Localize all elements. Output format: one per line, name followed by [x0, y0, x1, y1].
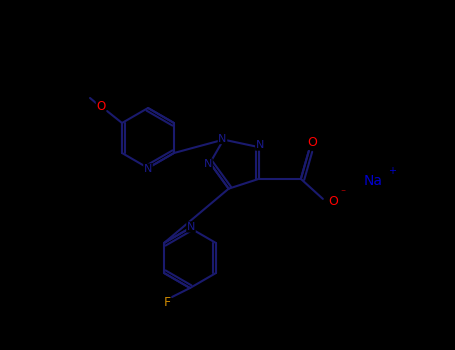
Text: Na: Na: [364, 174, 382, 188]
Text: ⁻: ⁻: [341, 188, 346, 198]
Text: N: N: [187, 222, 195, 232]
Text: +: +: [388, 166, 396, 176]
Text: N: N: [218, 134, 227, 143]
Text: O: O: [96, 99, 106, 112]
Text: O: O: [328, 195, 338, 208]
Text: N: N: [144, 164, 152, 174]
Text: N: N: [204, 159, 212, 169]
Text: F: F: [163, 296, 171, 309]
Text: N: N: [256, 140, 264, 150]
Text: O: O: [307, 136, 317, 149]
